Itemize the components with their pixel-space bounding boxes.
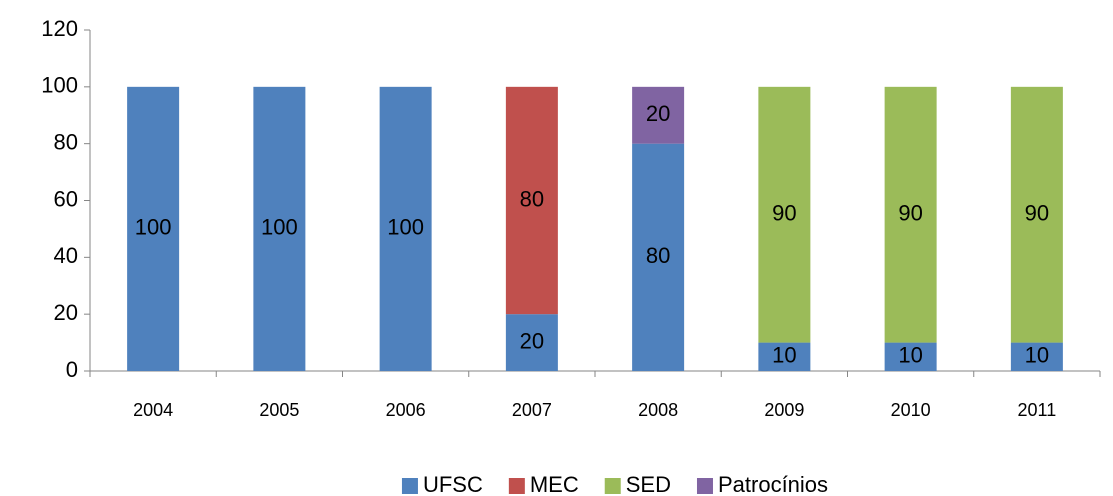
- y-tick-label: 100: [41, 73, 78, 98]
- legend-swatch: [401, 478, 418, 494]
- data-label: 100: [261, 215, 298, 240]
- y-tick-label: 120: [41, 16, 78, 41]
- x-tick-label: 2004: [133, 400, 173, 420]
- bar-segment: [884, 86, 937, 343]
- y-tick-label: 80: [54, 129, 78, 154]
- legend-swatch: [604, 478, 621, 494]
- y-tick-label: 20: [54, 300, 78, 325]
- bar-segment: [505, 86, 558, 315]
- data-label: 90: [772, 201, 796, 226]
- data-label: 80: [646, 243, 670, 268]
- legend: UFSC MEC SED Patrocínios: [401, 472, 828, 496]
- x-tick-label: 2011: [1018, 400, 1057, 420]
- legend-swatch: [508, 478, 525, 494]
- data-label: 90: [898, 201, 922, 226]
- bar-segment: [379, 86, 432, 371]
- data-label: 10: [1025, 343, 1049, 368]
- bar-segment: [758, 342, 811, 371]
- data-label: 20: [520, 328, 544, 353]
- y-tick-label: 60: [54, 186, 78, 211]
- legend-label: SED: [626, 472, 671, 496]
- data-label: 80: [520, 186, 544, 211]
- bar-segment: [884, 342, 937, 371]
- bar-segment: [127, 86, 180, 371]
- data-label: 10: [898, 343, 922, 368]
- legend-label: MEC: [530, 472, 579, 496]
- legend-swatch: [696, 478, 713, 494]
- data-label: 90: [1025, 201, 1049, 226]
- data-label: 100: [135, 215, 172, 240]
- data-label: 10: [772, 343, 796, 368]
- data-label: 20: [646, 101, 670, 126]
- bar-segment: [758, 86, 811, 343]
- bar-segment: [632, 86, 685, 144]
- x-tick-label: 2009: [764, 400, 804, 420]
- bar-segment: [1010, 342, 1063, 371]
- bar-segment: [505, 314, 558, 371]
- bar-segment: [1010, 86, 1063, 343]
- x-tick-label: 2008: [638, 400, 678, 420]
- y-tick-label: 40: [54, 243, 78, 268]
- x-tick-label: 2010: [891, 400, 931, 420]
- x-tick-label: 2006: [386, 400, 426, 420]
- legend-label: UFSC: [423, 472, 483, 496]
- legend-label: Patrocínios: [718, 472, 828, 496]
- x-tick-label: 2007: [512, 400, 552, 420]
- bar-segment: [253, 86, 306, 371]
- bar-segment: [632, 143, 685, 371]
- x-tick-label: 2005: [259, 400, 299, 420]
- data-label: 100: [387, 215, 424, 240]
- y-tick-label: 0: [66, 357, 78, 382]
